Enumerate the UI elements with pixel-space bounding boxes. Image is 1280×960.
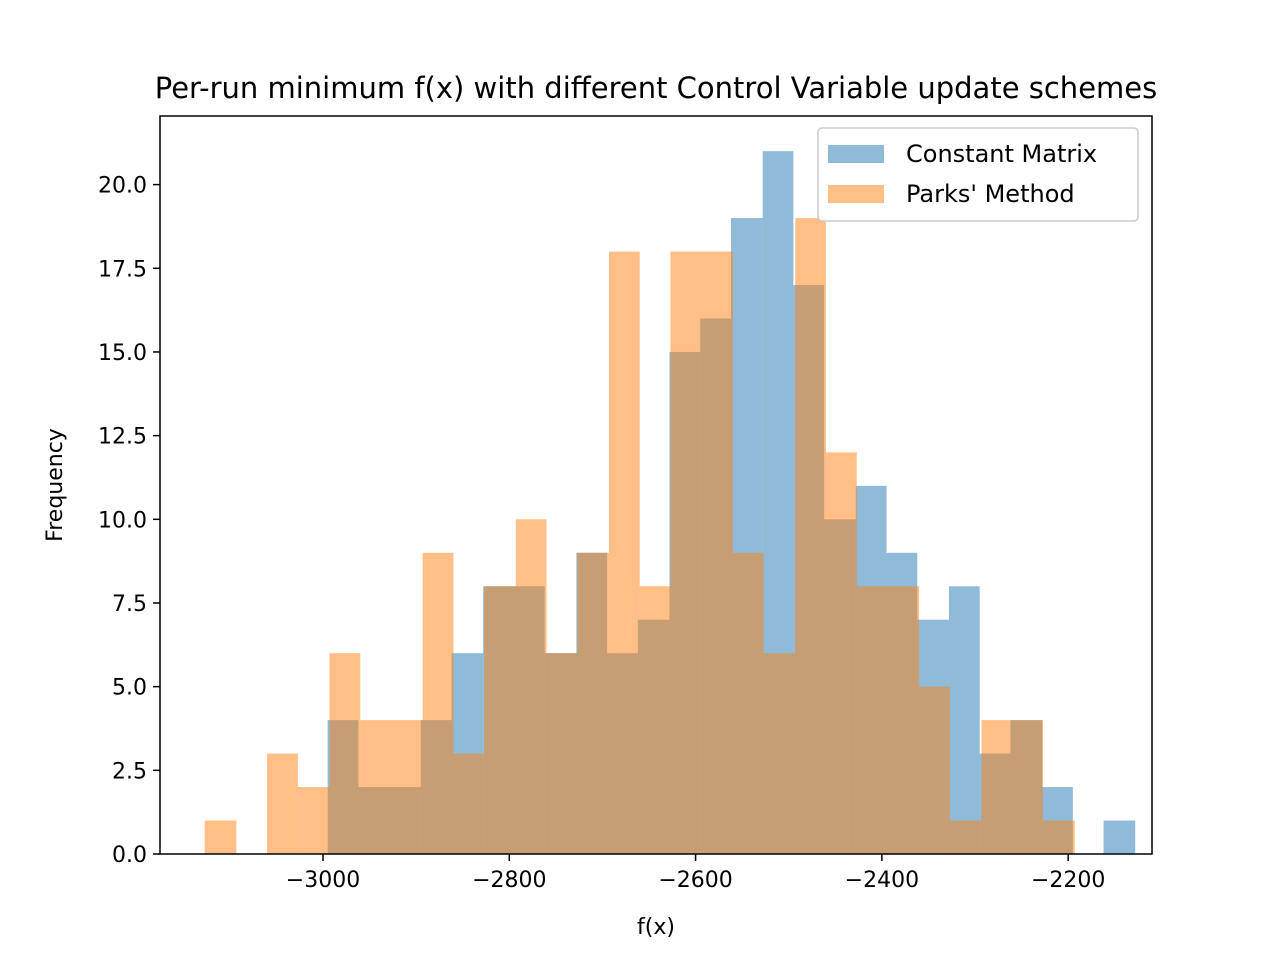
- legend: Constant Matrix Parks' Method: [817, 127, 1139, 222]
- bar-parks-method-15: [670, 251, 703, 854]
- y-tick-label: 20.0: [98, 174, 147, 199]
- legend-swatch-constant-matrix: [828, 145, 884, 163]
- legend-frame: [817, 127, 1139, 222]
- bar-parks-method-21: [856, 586, 889, 854]
- bar-parks-method-14: [639, 586, 671, 854]
- chart-title: Per-run minimum f(x) with different Cont…: [155, 71, 1157, 105]
- bar-parks-method-6: [391, 720, 423, 854]
- bar-parks-method-10: [515, 519, 547, 854]
- bar-parks-method-19: [795, 218, 826, 854]
- bar-parks-method-3: [297, 787, 330, 854]
- bar-parks-method-20: [825, 452, 857, 854]
- bar-parks-method-12: [577, 552, 609, 854]
- y-tick-label: 7.5: [112, 592, 147, 617]
- x-axis-ticks: −3000 −2800 −2600 −2400 −2200: [286, 854, 1105, 893]
- bar-parks-method-23: [919, 686, 950, 854]
- bar-parks-method-24: [949, 820, 982, 854]
- bar-parks-method-27: [1043, 820, 1075, 854]
- plot-frame: [159, 115, 1153, 855]
- bar-constant-matrix-20: [948, 586, 980, 854]
- legend-label-constant-matrix: Constant Matrix: [906, 140, 1097, 168]
- bar-parks-method-9: [484, 586, 516, 854]
- bar-parks-method-22: [888, 586, 920, 854]
- bar-parks-method-18: [763, 653, 796, 854]
- x-tick-label: −2800: [472, 868, 546, 893]
- y-tick-label: 5.0: [112, 676, 147, 701]
- x-tick-label: −3000: [286, 868, 360, 893]
- bar-parks-method-7: [422, 552, 454, 854]
- bar-constant-matrix-25: [1103, 820, 1136, 854]
- bar-parks-method-5: [360, 720, 392, 854]
- bar-parks-method-4: [329, 653, 361, 854]
- y-tick-label: 17.5: [98, 257, 147, 282]
- y-tick-label: 12.5: [98, 425, 147, 450]
- bar-parks-method-26: [1012, 720, 1044, 854]
- x-tick-label: −2600: [658, 868, 732, 893]
- bar-parks-method-2: [267, 753, 298, 854]
- legend-label-parks-method: Parks' Method: [906, 180, 1075, 208]
- y-tick-label: 2.5: [112, 759, 147, 784]
- bar-parks-method-17: [732, 552, 764, 854]
- y-tick-label: 10.0: [98, 508, 147, 533]
- y-tick-label: 0.0: [112, 843, 147, 868]
- x-axis-title: f(x): [637, 915, 675, 940]
- bar-parks-method-25: [981, 720, 1013, 854]
- bar-parks-method-13: [608, 251, 640, 854]
- bar-parks-method-0: [204, 820, 237, 854]
- y-tick-label: 15.0: [98, 341, 147, 366]
- bar-parks-method-8: [453, 753, 485, 854]
- bar-parks-method-11: [546, 653, 578, 854]
- x-tick-label: −2200: [1031, 868, 1105, 893]
- legend-swatch-parks-method: [828, 185, 884, 203]
- y-axis-ticks: 0.0 2.5 5.0 7.5 10.0 12.5 15.0 17.5 20.0: [98, 174, 160, 868]
- x-tick-label: −2400: [845, 868, 919, 893]
- bar-parks-method-16: [702, 251, 733, 854]
- bars-layer: [204, 151, 1136, 855]
- y-axis-title: Frequency: [43, 428, 68, 542]
